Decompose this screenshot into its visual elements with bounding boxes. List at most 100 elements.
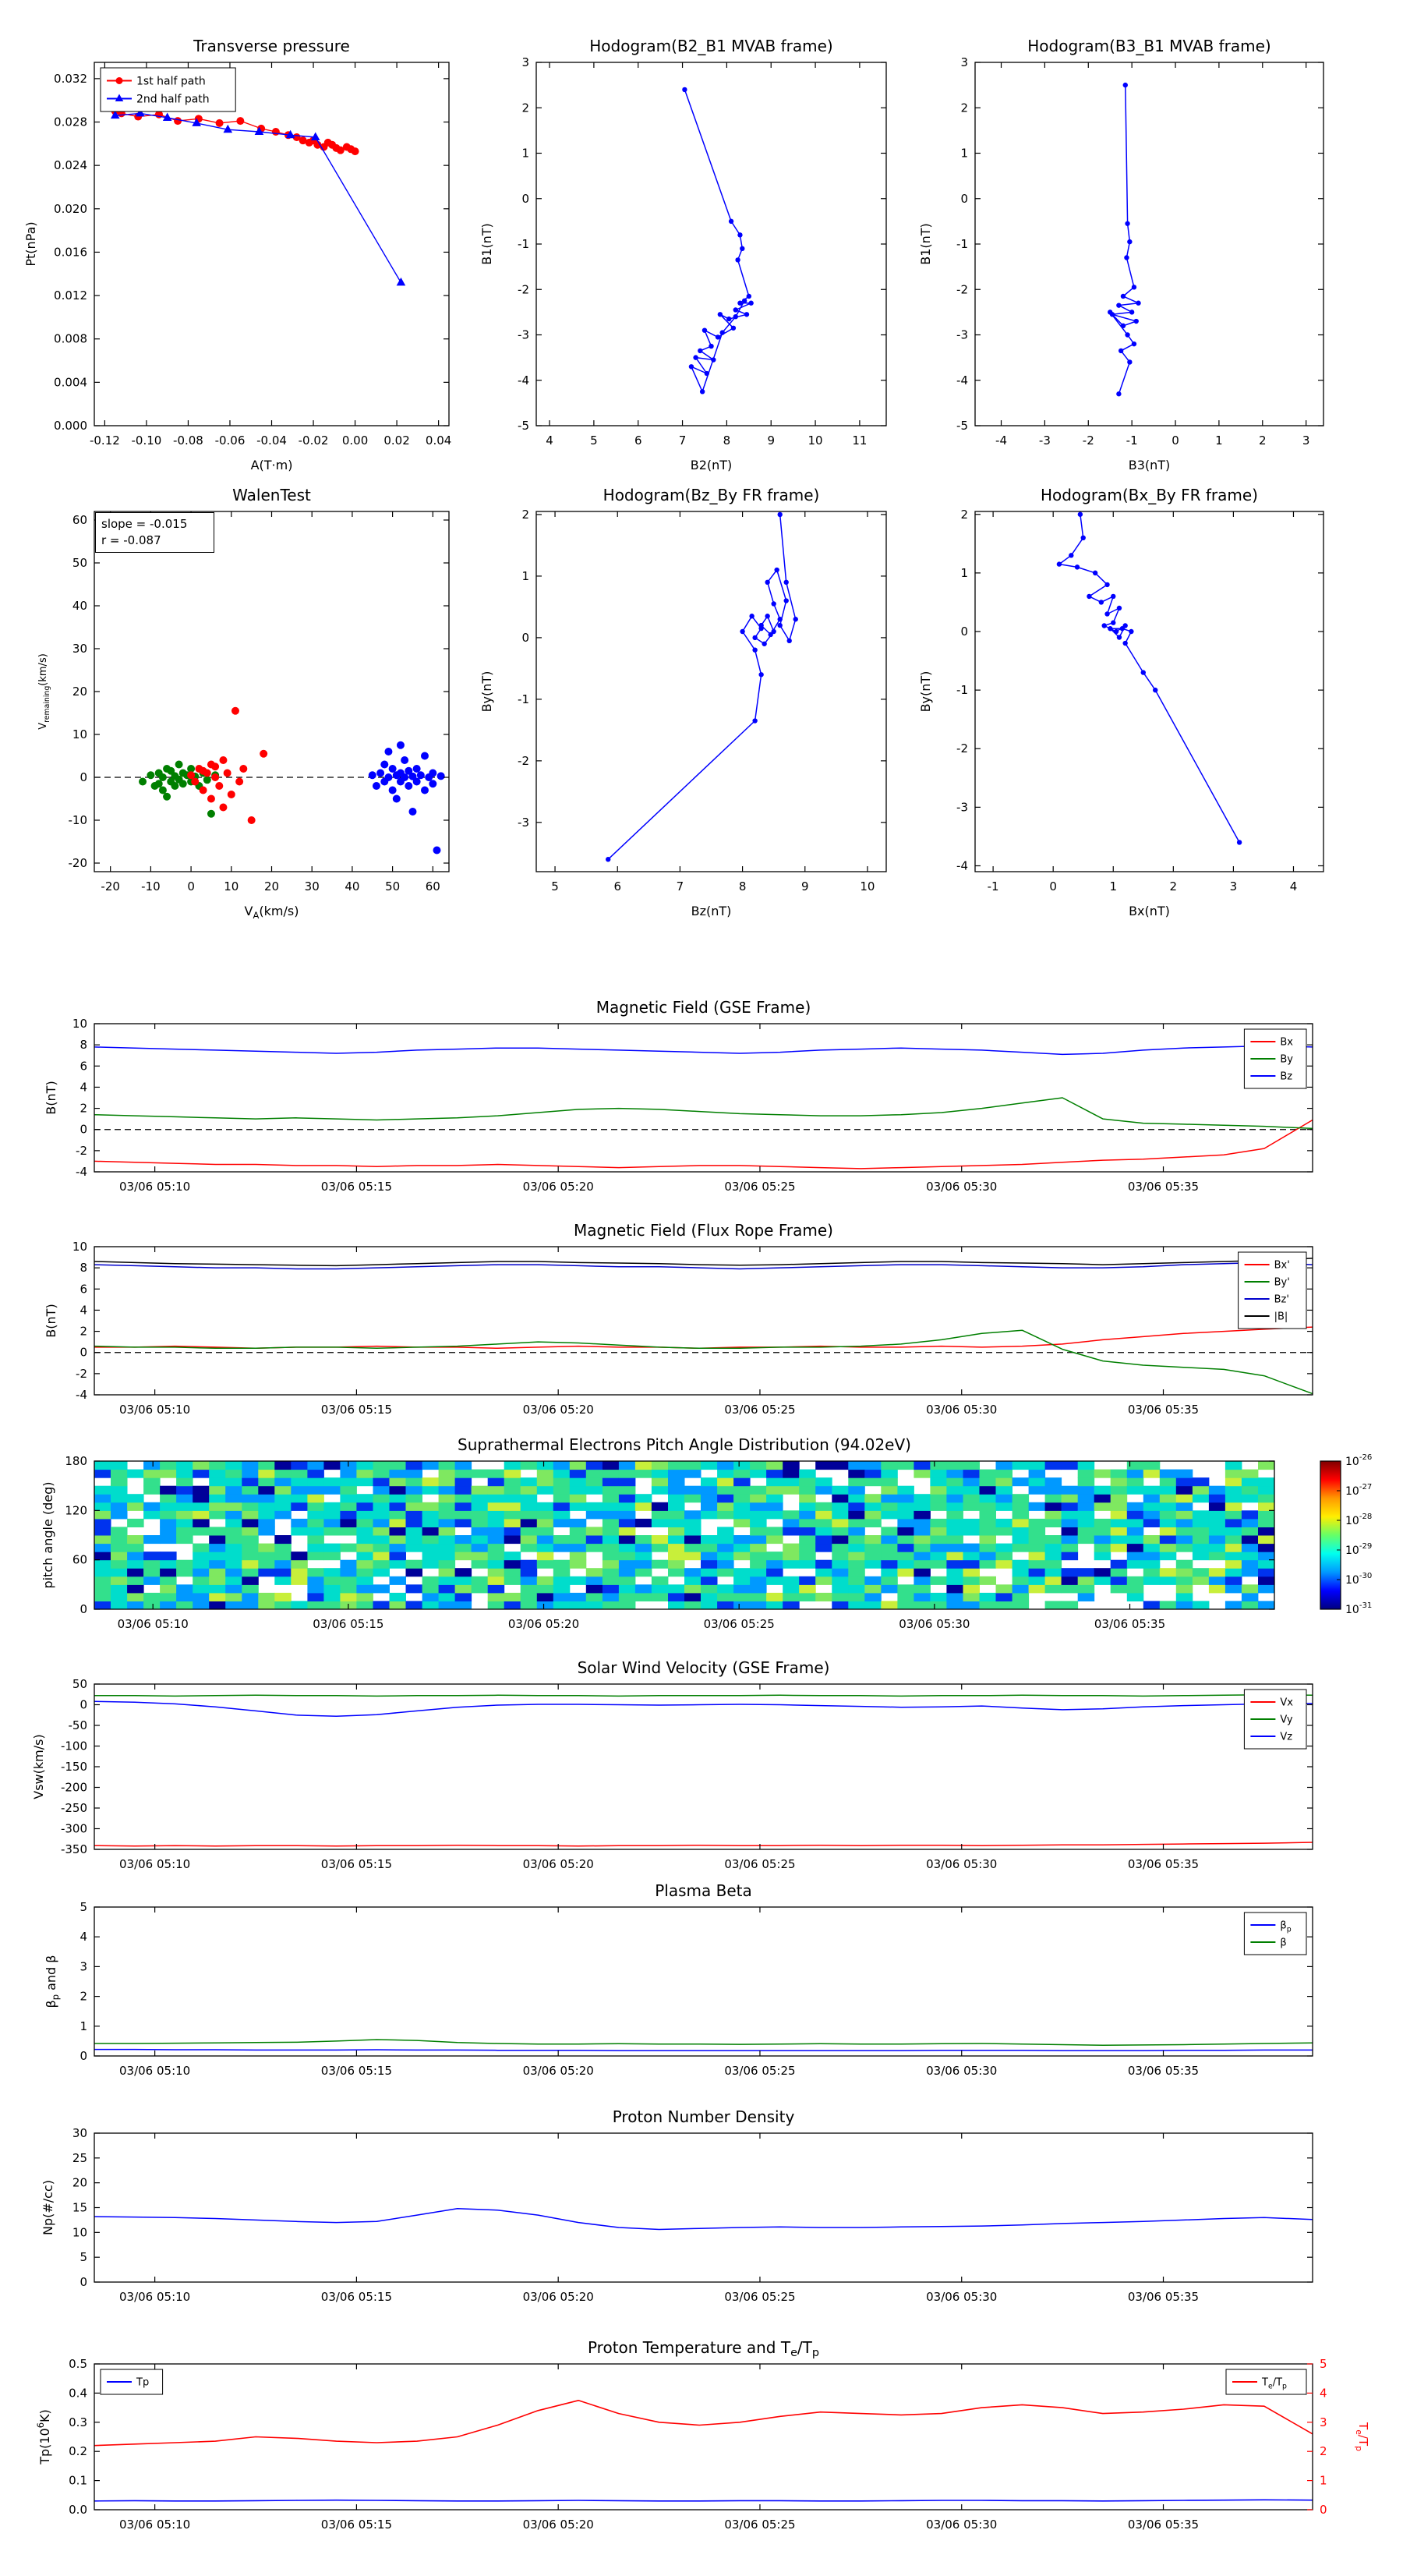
svg-text:10-28: 10-28 [1345,1513,1372,1527]
svg-text:60: 60 [72,513,87,527]
svg-text:6: 6 [80,1282,87,1296]
svg-text:03/06 05:15: 03/06 05:15 [321,1403,392,1417]
svg-text:180: 180 [65,1454,87,1468]
svg-text:B(nT): B(nT) [44,1304,58,1337]
svg-text:25: 25 [72,2151,87,2165]
svg-text:2: 2 [521,508,529,522]
svg-text:-4: -4 [76,1388,87,1402]
svg-text:0: 0 [960,192,968,206]
svg-text:VA(km/s): VA(km/s) [245,904,299,921]
svg-text:9: 9 [801,879,809,893]
svg-text:2: 2 [1170,879,1178,893]
svg-text:-1: -1 [518,237,529,251]
svg-text:2: 2 [80,1325,87,1339]
svg-text:03/06 05:15: 03/06 05:15 [321,1857,392,1871]
svg-text:03/06 05:10: 03/06 05:10 [119,2518,190,2532]
svg-text:By(nT): By(nT) [918,671,933,713]
svg-text:0: 0 [80,1123,87,1137]
svg-text:03/06 05:35: 03/06 05:35 [1094,1617,1165,1631]
svg-text:-5: -5 [518,419,529,433]
svg-text:0.0: 0.0 [69,2503,87,2517]
svg-text:10: 10 [72,1240,87,1254]
svg-text:2: 2 [80,1990,87,2004]
svg-text:03/06 05:10: 03/06 05:10 [119,2290,190,2304]
svg-text:B2(nT): B2(nT) [691,458,733,472]
svg-text:Proton Number Density: Proton Number Density [613,2107,795,2126]
svg-text:3: 3 [960,55,968,69]
svg-text:5: 5 [80,1900,87,1914]
svg-text:1: 1 [521,569,529,583]
svg-text:03/06 05:20: 03/06 05:20 [523,1403,594,1417]
svg-text:03/06 05:35: 03/06 05:35 [1128,2290,1199,2304]
svg-text:0: 0 [80,1346,87,1360]
svg-text:03/06 05:20: 03/06 05:20 [523,2290,594,2304]
svg-text:Np(#/cc): Np(#/cc) [41,2180,55,2235]
svg-text:3: 3 [1320,2415,1327,2429]
panel-transverse-pressure: -0.12 -0.10 -0.08 -0.06 -0.04 -0.02 0.00 0.02 0.… [23,37,451,472]
svg-text:βp and β: βp and β [44,1955,61,2008]
svg-text:By: By [1280,1054,1293,1066]
panel-hodogram-bx-by: -1 0 1 2 3 4 -4 -3 -2 -1 0 1 2 Hodogram(Bx_By FR fram… [918,486,1324,918]
svg-text:8: 8 [739,879,747,893]
svg-text:4: 4 [80,1080,87,1094]
svg-text:03/06 05:30: 03/06 05:30 [899,1617,970,1631]
svg-text:0.000: 0.000 [54,419,87,433]
svg-text:Te/Tp: Te/Tp [1261,2377,1287,2391]
svg-text:03/06 05:25: 03/06 05:25 [724,2518,795,2532]
panel-plasma-beta: 03/06 05:10 03/06 05:15 03/06 05:20 03/06 0… [44,1881,1313,2078]
svg-text:-3: -3 [956,800,968,814]
svg-text:0.1: 0.1 [69,2474,87,2488]
svg-text:0.016: 0.016 [54,245,87,259]
svg-text:03/06 05:15: 03/06 05:15 [313,1617,383,1631]
svg-text:Hodogram(B3_B1 MVAB frame): Hodogram(B3_B1 MVAB frame) [1027,37,1270,55]
svg-text:03/06 05:35: 03/06 05:35 [1128,1857,1199,1871]
svg-text:-0.08: -0.08 [173,433,203,448]
svg-text:4: 4 [1320,2386,1327,2400]
svg-text:-0.12: -0.12 [90,433,120,448]
svg-text:0.012: 0.012 [54,288,87,303]
svg-text:4: 4 [80,1930,87,1944]
panel-hodogram-b2-b1: 4 5 6 7 8 9 10 11 -5 -4 -3 -2 -1 0 1 2 3 Hodogram(B2_B1 M… [479,37,887,472]
svg-text:03/06 05:20: 03/06 05:20 [523,2064,594,2078]
panel-proton-density: 03/06 05:10 03/06 05:15 03/06 05:20 03/06 0… [41,2107,1313,2304]
svg-text:0: 0 [80,1602,87,1616]
svg-text:8: 8 [80,1261,87,1275]
svg-text:0: 0 [1172,433,1179,448]
svg-text:2nd half path: 2nd half path [136,93,210,105]
svg-text:03/06 05:20: 03/06 05:20 [523,1180,594,1194]
svg-text:-1: -1 [518,692,529,706]
svg-text:|B|: |B| [1274,1311,1288,1323]
svg-text:9: 9 [767,433,775,448]
svg-text:03/06 05:15: 03/06 05:15 [321,1180,392,1194]
panel-magnetic-field-gse: 03/06 05:10 03/06 05:15 03/06 05:20 03/06 0… [44,998,1313,1194]
svg-text:03/06 05:25: 03/06 05:25 [724,2290,795,2304]
svg-text:40: 40 [345,879,359,893]
svg-text:1st half path: 1st half path [136,75,206,87]
svg-text:-2: -2 [1083,433,1094,448]
svg-text:0: 0 [521,631,529,645]
svg-text:0: 0 [80,2049,87,2063]
svg-text:1: 1 [80,2019,87,2033]
svg-text:0: 0 [960,625,968,639]
svg-text:0: 0 [80,2275,87,2289]
svg-text:10: 10 [72,1017,87,1031]
svg-text:-10: -10 [69,813,88,827]
svg-text:30: 30 [72,642,87,656]
svg-text:-150: -150 [61,1760,87,1774]
svg-text:B3(nT): B3(nT) [1129,458,1171,472]
svg-text:0.04: 0.04 [426,433,451,448]
svg-text:-1: -1 [988,879,999,893]
svg-text:Magnetic Field (Flux Rope Fram: Magnetic Field (Flux Rope Frame) [574,1221,833,1240]
svg-text:-4: -4 [995,433,1007,448]
svg-text:-5: -5 [956,419,968,433]
svg-text:2: 2 [521,101,529,115]
svg-text:-1: -1 [956,237,968,251]
svg-text:-10: -10 [141,879,161,893]
svg-text:Vremaining(km/s): Vremaining(km/s) [37,653,51,730]
svg-text:-4: -4 [518,373,529,387]
svg-text:Pt(nPa): Pt(nPa) [23,221,38,266]
svg-text:10: 10 [808,433,823,448]
panel-magnetic-field-flux-rope: 03/06 05:10 03/06 05:15 03/06 05:20 03/06 0… [44,1221,1313,1417]
svg-text:Proton Temperature and Te/Tp: Proton Temperature and Te/Tp [588,2338,819,2359]
